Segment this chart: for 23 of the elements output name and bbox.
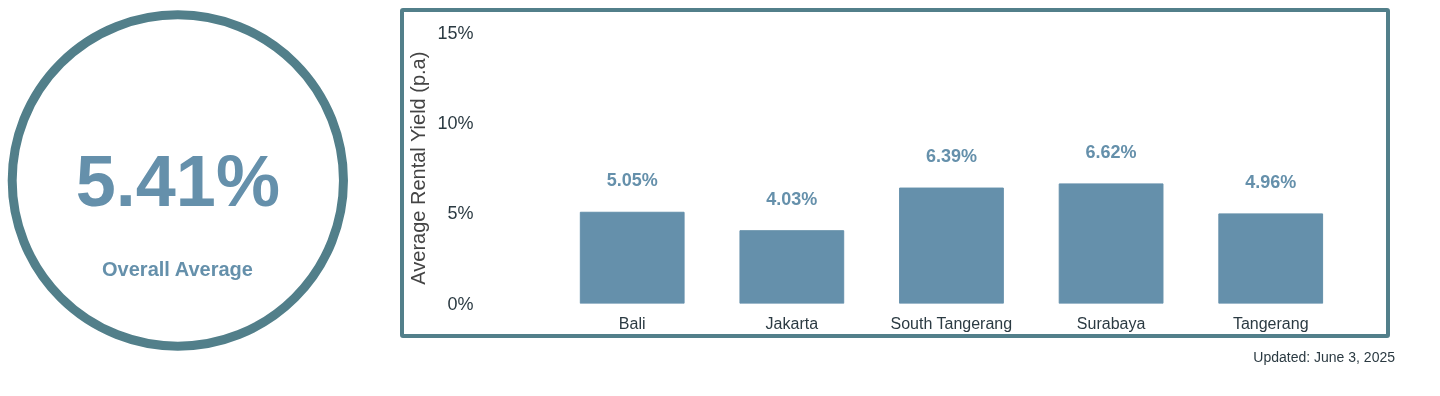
x-tick-label: Jakarta xyxy=(765,314,819,332)
bar xyxy=(579,211,685,304)
y-tick-label: 0% xyxy=(447,293,474,314)
y-axis-title: Average Rental Yield (p.a) xyxy=(407,51,430,285)
data-label: 6.62% xyxy=(1085,141,1137,162)
bar xyxy=(1218,213,1324,304)
bar xyxy=(899,187,1004,304)
text: Overall Average xyxy=(102,257,253,280)
text: 5.41% xyxy=(75,140,280,221)
y-tick-label: 10% xyxy=(437,112,474,133)
bar xyxy=(1058,183,1164,304)
y-tick-label: 15% xyxy=(437,22,474,43)
x-tick-label: South Tangerang xyxy=(890,314,1013,332)
text: Updated: June 3, 2025 xyxy=(1253,348,1395,367)
data-label: 4.96% xyxy=(1245,171,1297,192)
bar xyxy=(739,230,845,304)
data-label: 4.03% xyxy=(766,188,818,209)
x-tick-label: Surabaya xyxy=(1076,314,1146,332)
data-label: 5.05% xyxy=(606,170,658,191)
x-tick-label: Tangerang xyxy=(1232,314,1309,332)
data-label: 6.39% xyxy=(925,146,977,167)
x-tick-label: Bali xyxy=(618,314,646,332)
y-tick-label: 5% xyxy=(447,203,474,224)
